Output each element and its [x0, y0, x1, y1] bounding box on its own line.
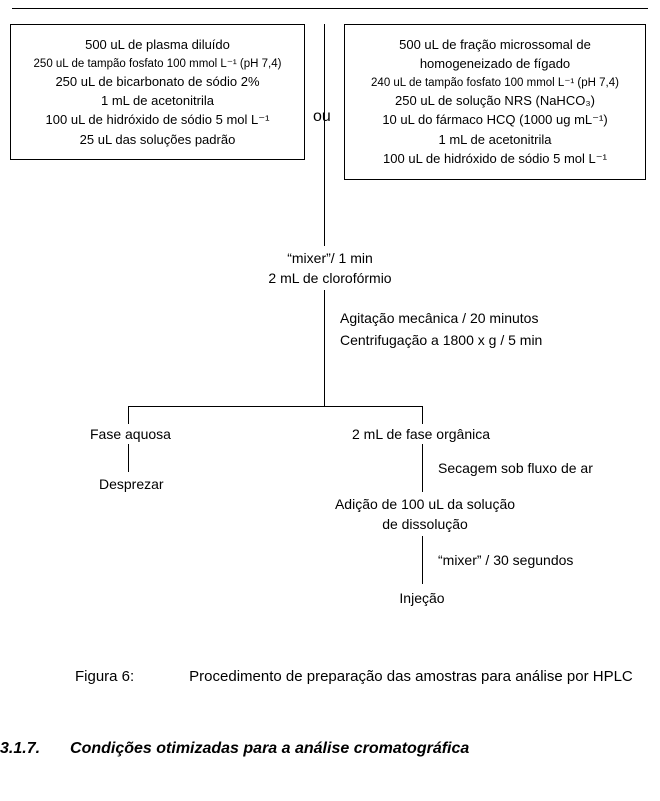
- box-line: 250 uL de bicarbonato de sódio 2%: [17, 74, 298, 89]
- step-mixer1-a: “mixer”/ 1 min: [260, 250, 400, 266]
- branch-discard: Desprezar: [99, 476, 164, 492]
- branch-organic: 2 mL de fase orgânica: [352, 426, 490, 442]
- box-line: 100 uL de hidróxido de sódio 5 mol L⁻¹: [17, 112, 298, 128]
- flow-right-branch: [422, 406, 423, 424]
- flow-right-branch2: [422, 444, 423, 492]
- box-line: 1 mL de acetonitrila: [351, 132, 639, 147]
- step-agitation: Agitação mecânica / 20 minutos: [340, 310, 538, 326]
- box-line: 240 uL de tampão fosfato 100 mmol L⁻¹ (p…: [351, 75, 639, 89]
- box-line: 100 uL de hidróxido de sódio 5 mol L⁻¹: [351, 151, 639, 167]
- flow-left-branch: [128, 406, 129, 424]
- flow-left-branch2: [128, 444, 129, 472]
- box-line: 500 uL de fração microssomal de: [351, 37, 639, 52]
- or-label: ou: [313, 108, 331, 126]
- figure-caption: Figura 6: Procedimento de preparação das…: [75, 668, 640, 685]
- box-line: 10 uL do fármaco HCQ (1000 ug mL⁻¹): [351, 112, 639, 128]
- box-line: 500 uL de plasma diluído: [17, 37, 298, 52]
- flow-stem-mid: [324, 290, 325, 406]
- box-line: 25 uL das soluções padrão: [17, 132, 298, 147]
- flow-stem-top: [324, 24, 325, 246]
- step-centrifugation: Centrifugação a 1800 x g / 5 min: [340, 332, 542, 348]
- section-number: 3.1.7.: [0, 740, 40, 757]
- branch-aqueous: Fase aquosa: [90, 426, 171, 442]
- flow-right-branch3: [422, 536, 423, 584]
- box-line: homogeneizado de fígado: [351, 56, 639, 71]
- box-line: 250 uL de solução NRS (NaHCO₃): [351, 93, 639, 108]
- step-mixer2: “mixer” / 30 segundos: [438, 552, 573, 568]
- flow-split: [128, 406, 422, 407]
- microsomal-prep-box: 500 uL de fração microssomal de homogene…: [344, 24, 646, 180]
- box-line: 250 uL de tampão fosfato 100 mmol L⁻¹ (p…: [17, 56, 298, 70]
- section-title: Condições otimizadas para a análise crom…: [70, 740, 469, 757]
- page-top-rule: [12, 8, 648, 9]
- figure-number: Figura 6:: [75, 668, 185, 685]
- step-drying: Secagem sob fluxo de ar: [438, 460, 593, 476]
- step-mixer1-b: 2 mL de clorofórmio: [250, 270, 410, 286]
- step-add-solution-a: Adição de 100 uL da solução: [310, 496, 540, 512]
- figure-text: Procedimento de preparação das amostras …: [189, 668, 633, 685]
- plasma-prep-box: 500 uL de plasma diluído 250 uL de tampã…: [10, 24, 305, 160]
- section-heading: 3.1.7. Condições otimizadas para a anális…: [0, 740, 469, 758]
- step-add-solution-b: de dissolução: [310, 516, 540, 532]
- step-injection: Injeção: [382, 590, 462, 606]
- box-line: 1 mL de acetonitrila: [17, 93, 298, 108]
